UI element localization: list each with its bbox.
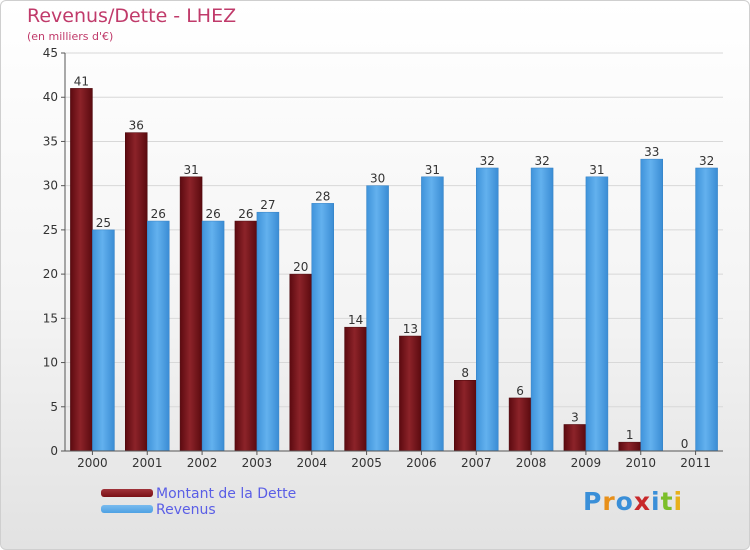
bar-revenus — [530, 167, 554, 452]
bar-debt — [563, 424, 587, 452]
x-tick-label: 2005 — [351, 456, 382, 470]
data-label-revenus: 27 — [260, 198, 275, 212]
data-label-debt: 8 — [461, 366, 469, 380]
chart-title: Revenus/Dette - LHEZ — [27, 5, 237, 27]
bar-revenus — [92, 229, 115, 452]
logo-letter: t — [660, 487, 674, 516]
data-label-revenus: 28 — [315, 189, 330, 203]
y-tick-label: 15 — [43, 311, 58, 325]
bar-debt — [179, 176, 203, 452]
legend-label-debt: Montant de la Dette — [156, 486, 297, 502]
data-label-debt: 0 — [681, 437, 689, 451]
bar-debt — [399, 335, 422, 452]
bar-revenus — [311, 203, 334, 452]
data-label-revenus: 32 — [699, 154, 714, 168]
legend-label-revenus: Revenus — [156, 502, 216, 518]
bar-revenus — [201, 220, 225, 452]
data-label-debt: 3 — [571, 410, 579, 424]
x-tick-label: 2008 — [516, 456, 547, 470]
data-label-revenus: 26 — [151, 207, 166, 221]
x-tick-label: 2004 — [296, 456, 327, 470]
x-tick-label: 2000 — [77, 456, 108, 470]
x-tick-label: 2007 — [461, 456, 492, 470]
bar-revenus — [147, 220, 170, 452]
y-tick-label: 35 — [43, 134, 58, 148]
logo-letter: i — [673, 487, 684, 516]
data-label-revenus: 31 — [425, 163, 440, 177]
bar-debt — [70, 88, 93, 452]
x-tick-label: 2006 — [406, 456, 437, 470]
bar-revenus — [585, 176, 609, 452]
logo-letter: x — [633, 487, 651, 516]
bar-revenus — [476, 167, 499, 452]
data-label-debt: 20 — [293, 260, 308, 274]
legend-swatch-debt — [101, 489, 153, 497]
data-label-revenus: 25 — [96, 216, 111, 230]
bar-debt — [289, 273, 312, 452]
bar-revenus — [640, 158, 663, 452]
data-label-revenus: 33 — [644, 145, 659, 159]
bar-revenus — [695, 167, 718, 452]
bar-revenus — [256, 211, 280, 452]
data-label-debt: 6 — [516, 384, 524, 398]
y-tick-label: 20 — [43, 267, 58, 281]
data-label-debt: 26 — [238, 207, 253, 221]
legend-swatch-revenus — [101, 505, 153, 513]
data-label-debt: 31 — [183, 163, 198, 177]
x-tick-label: 2009 — [571, 456, 602, 470]
y-tick-label: 5 — [50, 400, 58, 414]
x-tick-label: 2001 — [132, 456, 163, 470]
data-label-revenus: 32 — [534, 154, 549, 168]
bar-debt — [125, 132, 148, 452]
logo-letter: P — [583, 487, 603, 516]
bar-revenus — [421, 176, 444, 452]
data-label-debt: 36 — [129, 119, 144, 133]
data-label-debt: 14 — [348, 313, 363, 327]
data-label-debt: 1 — [626, 428, 634, 442]
bar-debt — [234, 220, 258, 452]
x-tick-label: 2003 — [242, 456, 273, 470]
y-tick-label: 30 — [43, 179, 58, 193]
x-tick-label: 2002 — [187, 456, 218, 470]
logo-letter: o — [615, 487, 634, 516]
bar-debt — [454, 379, 477, 452]
data-label-revenus: 31 — [589, 163, 604, 177]
data-label-revenus: 26 — [205, 207, 220, 221]
chart-subtitle: (en milliers d'€) — [27, 30, 114, 43]
bar-debt — [508, 397, 532, 452]
y-tick-label: 25 — [43, 223, 58, 237]
x-tick-label: 2011 — [680, 456, 711, 470]
y-tick-label: 45 — [43, 46, 58, 60]
data-label-debt: 13 — [403, 322, 418, 336]
y-tick-label: 40 — [43, 90, 58, 104]
logo-letter: r — [602, 487, 616, 516]
y-tick-label: 0 — [50, 444, 58, 458]
data-label-revenus: 30 — [370, 172, 385, 186]
bar-revenus — [366, 185, 389, 452]
x-tick-label: 2010 — [625, 456, 656, 470]
data-label-debt: 41 — [74, 74, 89, 88]
proxiti-logo: Proxiti — [583, 487, 683, 516]
data-label-revenus: 32 — [480, 154, 495, 168]
bar-debt — [618, 441, 641, 452]
bar-debt — [344, 326, 367, 452]
logo-letter: i — [651, 487, 661, 516]
y-tick-label: 10 — [43, 356, 58, 370]
